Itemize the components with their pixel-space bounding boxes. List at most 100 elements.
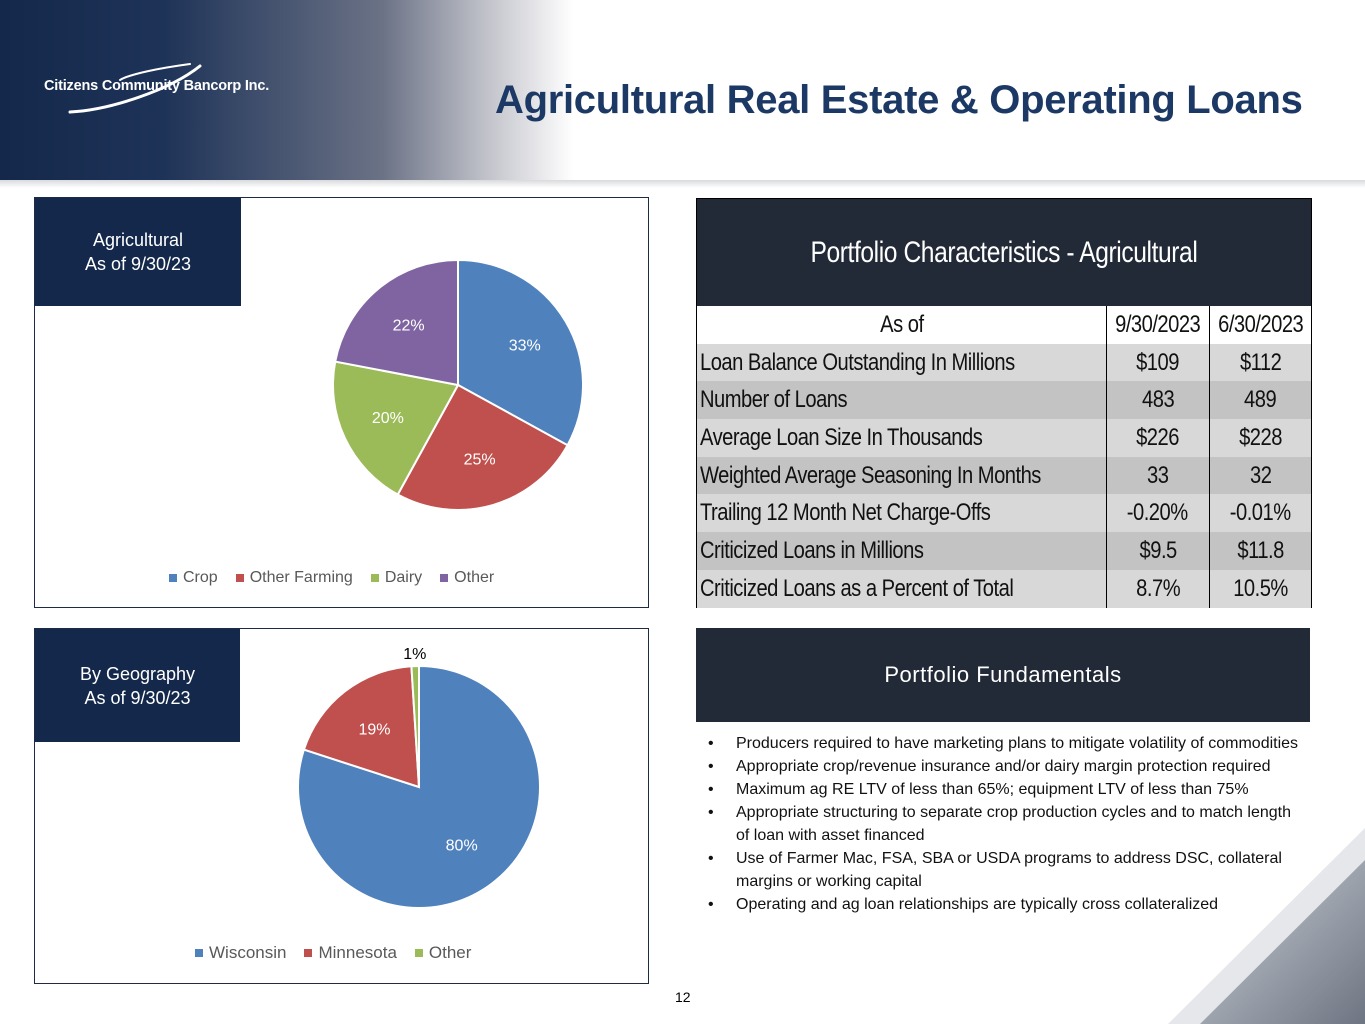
legend-item-other: Other: [440, 569, 494, 587]
legend-swatch: [195, 949, 203, 957]
table-body: As of 9/30/2023 6/30/2023 Loan Balance O…: [697, 306, 1311, 608]
legend-label: Dairy: [384, 569, 423, 586]
legend-item-minnesota: Minnesota: [304, 943, 397, 963]
legend-label: Crop: [183, 569, 218, 586]
header-col2-cell: 6/30/2023: [1208, 306, 1311, 344]
pie-slice-crop: [457, 258, 584, 447]
row-label: Criticized Loans in Millions: [697, 532, 1107, 570]
data-label-other-farming: 25%: [464, 451, 496, 468]
row-label: Average Loan Size In Thousands: [697, 419, 1107, 457]
legend-label: Other Farming: [249, 569, 353, 586]
company-logo: Citizens Community Bancorp Inc.: [40, 60, 280, 120]
pie-slice-other-farming: [396, 383, 569, 511]
legend-item-dairy: Dairy: [370, 569, 423, 587]
legend-item-crop: Crop: [169, 569, 218, 587]
data-label-other: 22%: [393, 317, 425, 334]
page-title: Agricultural Real Estate & Operating Loa…: [495, 78, 1303, 122]
chart-legend: Wisconsin Minnesota Other: [195, 943, 471, 963]
chart-legend: Crop Other Farming Dairy Other: [169, 569, 494, 587]
chart-title-line-2: As of 9/30/23: [84, 687, 191, 708]
table-row: Criticized Loans as a Percent of Total 8.…: [697, 569, 1311, 608]
list-item: • Appropriate crop/revenue insurance and/…: [708, 755, 1308, 778]
chart-title-line-1: Agricultural: [92, 230, 184, 250]
legend-swatch: [370, 574, 379, 582]
table-row: Number of Loans 483 489: [697, 381, 1311, 420]
list-item: • Operating and ag loan relationships are…: [708, 893, 1308, 916]
legend-label: Other: [428, 943, 472, 962]
row-label: Weighted Average Seasoning In Months: [697, 456, 1107, 495]
legend-swatch: [414, 949, 423, 957]
fundamentals-title: Portfolio Fundamentals: [696, 628, 1310, 722]
bullet-icon: •: [708, 735, 714, 752]
pie-slice-dairy: [332, 360, 460, 496]
row-label: Criticized Loans as a Percent of Total: [697, 569, 1107, 608]
list-item: • Producers required to have marketing pl…: [708, 732, 1308, 755]
chart-title: By Geography As of 9/30/23: [35, 629, 240, 742]
data-label-minnesota: 19%: [358, 722, 390, 739]
bullet-icon: •: [708, 781, 714, 798]
header-label-cell: As of: [697, 306, 1107, 344]
chart-title: Agricultural As of 9/30/23: [35, 198, 241, 306]
legend-swatch: [235, 574, 244, 582]
logo-text: Citizens Community Bancorp Inc.: [44, 78, 270, 94]
value-9-30-2023: 33: [1105, 456, 1210, 495]
pie-chart-canvas: 80% 19% 1%: [297, 646, 541, 909]
list-item: • Maximum ag RE LTV of less than 65%; equ…: [708, 778, 1308, 801]
data-label-crop: 33%: [509, 338, 541, 355]
legend-item-other: Other: [414, 943, 472, 963]
value-6-30-2023: -0.01%: [1208, 494, 1311, 533]
table-row: Loan Balance Outstanding In Millions $109…: [697, 343, 1311, 382]
pie-chart-canvas: 33% 25% 20% 22%: [332, 258, 584, 511]
table-row: Criticized Loans in Millions $9.5 $11.8: [697, 532, 1311, 570]
pie-slice-other: [334, 258, 459, 387]
pie-slice-minnesota: [302, 665, 421, 789]
fundamentals-list: • Producers required to have marketing pl…: [708, 732, 1308, 916]
header-shadow: [0, 180, 1365, 188]
chart-title-line-2: As of 9/30/23: [84, 254, 192, 274]
row-label: Number of Loans: [697, 381, 1107, 420]
value-6-30-2023: 489: [1208, 381, 1311, 420]
table-row: Weighted Average Seasoning In Months 33 32: [697, 456, 1311, 495]
value-6-30-2023: $112: [1208, 343, 1311, 382]
geography-pie-chart: 80% 19% 1% By Geography As of 9/30/23 Wisc…: [34, 628, 649, 984]
legend-label: Minnesota: [318, 943, 397, 962]
logo-swoosh-icon: [68, 63, 202, 114]
legend-swatch: [440, 574, 449, 582]
table-row: Trailing 12 Month Net Charge-Offs -0.20% -…: [697, 494, 1311, 533]
row-label: Trailing 12 Month Net Charge-Offs: [697, 494, 1107, 533]
list-item: • Use of Farmer Mac, FSA, SBA or USDA pro…: [708, 847, 1308, 893]
value-9-30-2023: -0.20%: [1105, 494, 1210, 533]
value-9-30-2023: $109: [1105, 343, 1210, 382]
legend-item-other-farming: Other Farming: [235, 569, 353, 587]
agricultural-pie-chart: 33% 25% 20% 22% Agricultural As of 9/30/23 …: [34, 197, 649, 608]
bullet-icon: •: [708, 850, 714, 867]
page-number: 12: [675, 989, 691, 1005]
table-row: Average Loan Size In Thousands $226 $228: [697, 419, 1311, 457]
bullet-icon: •: [708, 804, 714, 821]
legend-label: Other: [454, 569, 495, 586]
row-label: Loan Balance Outstanding In Millions: [697, 343, 1107, 382]
value-6-30-2023: $228: [1208, 419, 1311, 457]
table-title: Portfolio Characteristics - Agricultural: [697, 199, 1311, 306]
value-6-30-2023: $11.8: [1208, 532, 1311, 570]
value-9-30-2023: 483: [1105, 381, 1210, 420]
legend-swatch: [304, 949, 313, 957]
table-header-row: As of 9/30/2023 6/30/2023: [697, 306, 1311, 344]
list-item: • Appropriate structuring to separate cro…: [708, 801, 1308, 847]
value-6-30-2023: 10.5%: [1208, 569, 1311, 608]
chart-title-line-1: By Geography: [79, 663, 196, 684]
legend-item-wisconsin: Wisconsin: [195, 943, 286, 963]
data-label-dairy: 20%: [372, 410, 404, 427]
bullet-icon: •: [708, 758, 714, 775]
legend-swatch: [169, 574, 177, 582]
bullet-icon: •: [708, 896, 714, 913]
data-label-wisconsin: 80%: [446, 838, 478, 855]
legend-label: Wisconsin: [209, 943, 287, 962]
value-9-30-2023: $9.5: [1105, 532, 1210, 570]
pie-slice-other: [410, 664, 420, 788]
header-col1-cell: 9/30/2023: [1105, 306, 1210, 344]
data-label-other: 1%: [403, 646, 426, 663]
value-9-30-2023: 8.7%: [1105, 569, 1210, 608]
portfolio-characteristics-table: Portfolio Characteristics - Agricultural…: [696, 198, 1312, 608]
value-9-30-2023: $226: [1105, 419, 1210, 457]
